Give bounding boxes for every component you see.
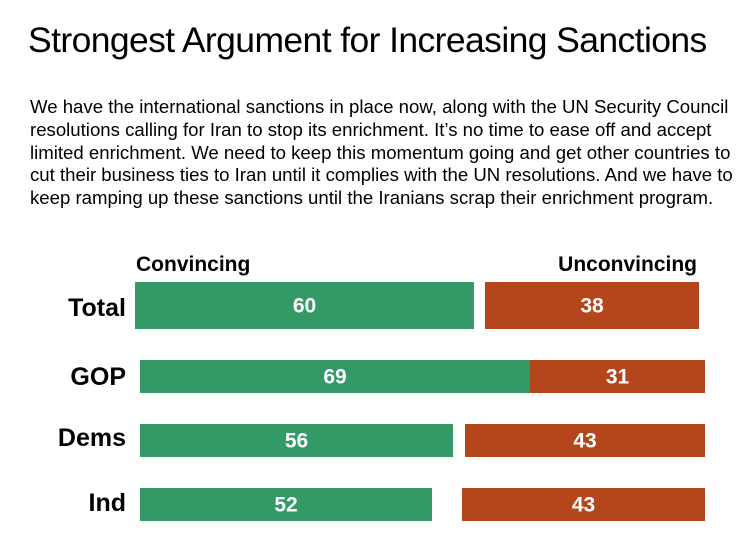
data-label-convincing-total: 60 (293, 295, 316, 318)
category-label-gop: GOP (70, 363, 126, 391)
category-label-dems: Dems (58, 424, 126, 452)
bar-unconvincing-total (485, 282, 699, 329)
data-label-unconvincing-ind: 43 (572, 494, 595, 517)
bar-convincing-total (135, 282, 474, 329)
chart-title: Strongest Argument for Increasing Sancti… (28, 20, 707, 60)
bar-convincing-ind (140, 488, 432, 521)
bar-unconvincing-gop (530, 360, 705, 393)
data-label-convincing-ind: 52 (274, 494, 297, 517)
category-label-total: Total (68, 294, 126, 322)
bar-unconvincing-ind (462, 488, 705, 521)
data-label-convincing-dems: 56 (285, 430, 308, 453)
data-label-unconvincing-gop: 31 (606, 366, 630, 389)
argument-text: We have the international sanctions in p… (30, 96, 733, 209)
category-label-ind: Ind (89, 489, 127, 517)
bar-unconvincing-dems (465, 424, 705, 457)
bar-convincing-gop (140, 360, 530, 393)
data-label-unconvincing-dems: 43 (573, 430, 596, 453)
bar-convincing-dems (140, 424, 453, 457)
data-label-unconvincing-total: 38 (580, 295, 604, 318)
unconvincing-header: Unconvincing (558, 253, 697, 276)
convincing-header: Convincing (136, 253, 251, 276)
data-label-convincing-gop: 69 (323, 366, 346, 389)
